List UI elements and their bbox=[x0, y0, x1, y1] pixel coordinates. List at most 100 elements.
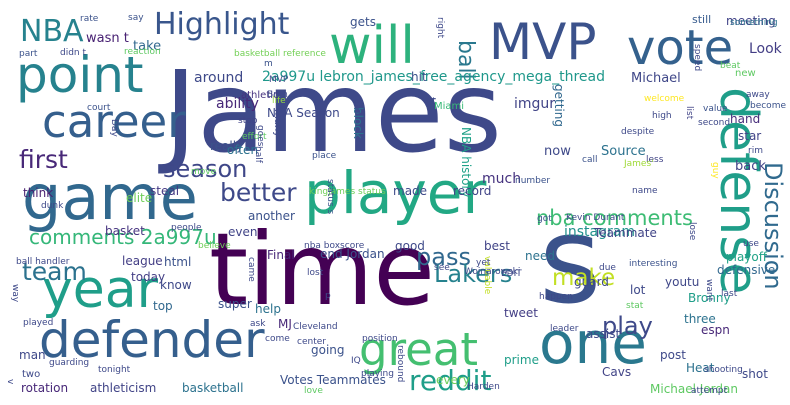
word-m: m bbox=[264, 59, 273, 69]
word-getting: getting bbox=[552, 84, 566, 127]
word-kingjames-status: kingjames status bbox=[309, 187, 386, 197]
word-will: will bbox=[329, 16, 415, 76]
word-michael: Michael bbox=[631, 71, 681, 86]
word-shot: shot bbox=[742, 367, 768, 381]
word-come: come bbox=[265, 334, 290, 344]
word-lose: lose bbox=[687, 222, 697, 241]
word-lost: lost bbox=[307, 268, 324, 278]
word-right: right bbox=[435, 17, 445, 39]
word-defender: defender bbox=[39, 311, 265, 369]
word-super: super bbox=[218, 297, 252, 311]
word-see: see bbox=[434, 263, 450, 273]
word-imgur: imgur bbox=[514, 96, 556, 112]
word-comments-2a997u: comments 2a997u bbox=[29, 225, 217, 249]
word-nba-comments: nba comments bbox=[536, 206, 693, 230]
word-didn-t: didn t bbox=[60, 48, 87, 58]
word-guard: guard bbox=[574, 275, 609, 289]
word-look: Look bbox=[749, 41, 782, 57]
word-playing: playing bbox=[361, 369, 394, 379]
word-p: p bbox=[325, 291, 331, 301]
word-source: Source bbox=[601, 144, 646, 159]
word-cavs: Cavs bbox=[602, 365, 632, 379]
word-people: people bbox=[171, 223, 202, 233]
word-year: year bbox=[42, 260, 159, 320]
word-wasn-t: wasn t bbox=[86, 31, 129, 46]
word-name: name bbox=[632, 186, 658, 196]
word-going: going bbox=[311, 343, 345, 357]
word-basketball: basketball bbox=[182, 381, 244, 395]
word-gets: gets bbox=[350, 15, 376, 29]
word-leader: leader bbox=[550, 324, 579, 334]
word-league: league bbox=[122, 254, 163, 268]
word-two: two bbox=[22, 369, 41, 380]
word-position: position bbox=[362, 334, 398, 344]
word-athleticism: athleticism bbox=[90, 381, 157, 395]
word-time: time bbox=[209, 211, 435, 328]
word-another: another bbox=[248, 209, 295, 223]
word-vote: vote bbox=[627, 20, 734, 76]
word-meeting: meeting bbox=[726, 14, 776, 28]
word-second: second bbox=[698, 118, 731, 128]
word-rebound: rebound bbox=[395, 345, 405, 383]
word-high: high bbox=[652, 111, 672, 121]
word-use: use bbox=[743, 239, 759, 249]
word-stat: stat bbox=[626, 301, 644, 311]
word-team: team bbox=[22, 257, 87, 286]
word-dunk: dunk bbox=[41, 201, 64, 211]
word-one: one bbox=[539, 309, 647, 377]
word-good: good bbox=[395, 239, 425, 253]
word-player: player bbox=[304, 159, 487, 227]
word-ball-handler: ball handler bbox=[16, 257, 70, 267]
word-pass: pass bbox=[416, 243, 471, 271]
word-around: around bbox=[194, 70, 244, 86]
word-made: made bbox=[393, 184, 428, 198]
word-mvp: MVP bbox=[269, 75, 289, 85]
word-came: came bbox=[246, 257, 256, 282]
word-edit: EDIT bbox=[501, 269, 522, 279]
word-basketball-reference: basketball reference bbox=[234, 49, 326, 59]
word-reaction: reaction bbox=[124, 47, 161, 57]
word-votes-teammates: Votes Teammates bbox=[280, 373, 386, 387]
word-miami: Miami bbox=[434, 101, 465, 112]
word-end-jordan: end Jordan bbox=[320, 247, 385, 261]
word-make: make bbox=[552, 265, 616, 291]
word-day: Day bbox=[109, 119, 119, 137]
word-v: v bbox=[5, 379, 15, 385]
word-game: game bbox=[22, 161, 198, 234]
word-want: want bbox=[704, 279, 714, 302]
word-yet: yet bbox=[476, 258, 491, 268]
word-less: less bbox=[646, 155, 664, 165]
word-top: top bbox=[153, 299, 173, 313]
word-final: Final bbox=[267, 248, 295, 262]
word-call: call bbox=[582, 155, 598, 165]
word-tweet: tweet bbox=[504, 306, 538, 320]
word-last: last bbox=[721, 289, 738, 299]
word-value: value bbox=[703, 104, 728, 114]
word-james: James' bbox=[624, 159, 654, 169]
word-happen: happen bbox=[539, 292, 573, 302]
word-basket: basket bbox=[105, 224, 145, 238]
word-believe: believe bbox=[198, 241, 231, 251]
word-still: still bbox=[692, 13, 712, 26]
word-rate: rate bbox=[80, 14, 99, 24]
word-wojnarowski: Wojnarowski bbox=[464, 267, 521, 277]
word-interesting: interesting bbox=[629, 259, 678, 269]
word-career: career bbox=[42, 95, 186, 148]
word-court: court bbox=[87, 103, 111, 113]
word-post: post bbox=[660, 348, 686, 362]
word-steal: steal bbox=[150, 184, 180, 198]
word-star: star bbox=[738, 129, 762, 143]
word-harden: Harden bbox=[467, 382, 500, 392]
word-lakers: Lakers bbox=[434, 260, 513, 288]
word-s: s bbox=[539, 192, 602, 331]
word-shooting: shooting bbox=[704, 365, 743, 375]
word-move: move bbox=[191, 167, 217, 177]
word-really: really bbox=[210, 139, 244, 153]
word-prime: prime bbox=[504, 353, 539, 367]
word-michael-jordan: Michael Jordan bbox=[650, 382, 738, 396]
word-teammate: Teammate bbox=[594, 226, 657, 240]
word-center: center bbox=[297, 337, 326, 347]
word-great: great bbox=[359, 323, 478, 376]
word-best: best bbox=[484, 239, 510, 253]
word-better: better bbox=[220, 178, 297, 207]
